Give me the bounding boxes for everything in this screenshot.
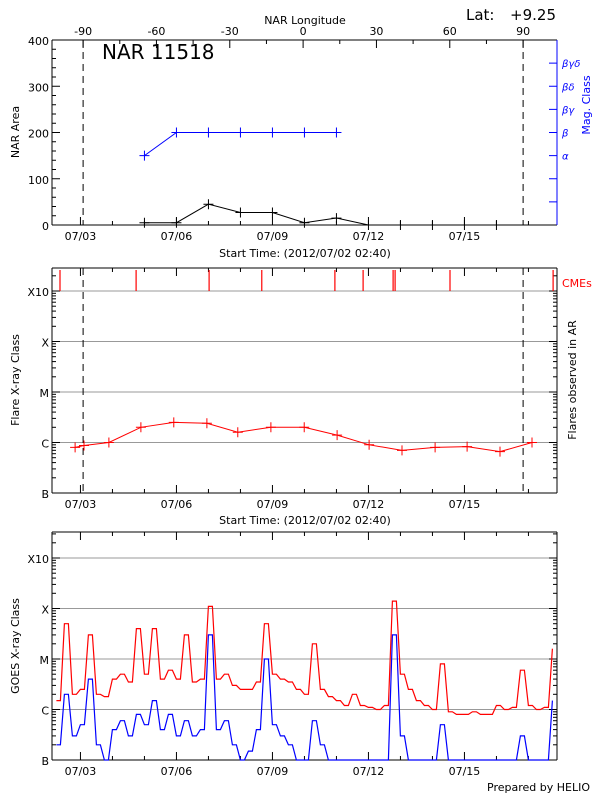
y-axis-title: NAR Area: [9, 106, 22, 158]
x-tick-label: 07/15: [449, 498, 481, 511]
flare-point: [168, 417, 179, 428]
x-tick-label: 07/12: [353, 765, 385, 778]
flare-class-line: [75, 421, 533, 453]
x-tick-label: 07/09: [257, 230, 289, 243]
y-tick-label: 400: [28, 35, 49, 48]
latitude-label: Lat:: [466, 6, 494, 24]
nar-area-point: [235, 207, 246, 218]
flare-point: [201, 418, 212, 429]
longitude-tick-label: -90: [74, 25, 92, 38]
longitude-tick-label: 30: [369, 25, 383, 38]
flare-point: [70, 442, 81, 453]
y-tick-label: B: [41, 488, 49, 501]
flare-point: [495, 446, 505, 457]
x-tick-label: 07/06: [161, 765, 193, 778]
y-tick-label: 200: [28, 128, 49, 141]
flare-point: [527, 437, 537, 448]
y-tick-label: C: [41, 705, 49, 718]
mag-class-point: [267, 127, 278, 138]
x-tick-label: 07/03: [65, 498, 97, 511]
flare-point: [135, 422, 146, 433]
nar-area-point: [299, 217, 310, 228]
mag-class-point: [299, 127, 310, 138]
y-tick-label: M: [40, 654, 50, 667]
y-axis-title: GOES X-ray Class: [9, 598, 22, 694]
y-axis-title: Flare X-ray Class: [9, 334, 22, 426]
y-tick-label: 100: [28, 174, 49, 187]
longitude-tick-label: 0: [300, 25, 307, 38]
cme-label: CMEs: [562, 277, 592, 290]
nar-area-point: [267, 207, 278, 218]
x-tick-label: 07/09: [257, 765, 289, 778]
nar-area-point: [171, 217, 182, 228]
x-axis-title: Start Time: (2012/07/02 02:40): [219, 247, 391, 260]
x-tick-label: 07/06: [161, 230, 193, 243]
longitude-tick-label: -30: [221, 25, 239, 38]
top-axis-title: NAR Longitude: [264, 14, 346, 27]
mag-class-label: βδ: [561, 82, 575, 93]
y-tick-label: X10: [27, 286, 49, 299]
x-tick-label: 07/03: [65, 765, 97, 778]
mag-class-point: [171, 127, 182, 138]
flare-point: [430, 442, 441, 453]
flare-point: [232, 427, 243, 438]
x-tick-label: 07/15: [449, 765, 481, 778]
y-tick-label: B: [41, 755, 49, 768]
nar-area-line: [144, 203, 497, 226]
region-title: NAR 11518: [102, 40, 215, 64]
y-tick-label: X: [41, 604, 49, 617]
flare-point: [79, 440, 89, 451]
nar-area-point: [363, 220, 374, 230]
nar-area-point: [491, 220, 502, 230]
mag-class-label: α: [562, 152, 569, 163]
x-tick-label: 07/12: [353, 498, 385, 511]
y2-axis-title: Flares observed in AR: [566, 320, 579, 440]
goes-long-channel-line: [56, 600, 553, 715]
nar-area-point: [459, 220, 470, 230]
x-tick-label: 07/15: [449, 230, 481, 243]
flare-point: [265, 422, 276, 433]
x-axis-title: Start Time: (2012/07/02 02:40): [219, 514, 391, 527]
nar-area-point: [139, 217, 150, 228]
y-tick-label: M: [40, 387, 50, 400]
nar-area-point: [395, 220, 406, 230]
y-tick-label: C: [41, 438, 49, 451]
x-tick-label: 07/12: [353, 230, 385, 243]
prepared-by-credit: Prepared by HELIO: [487, 781, 590, 794]
x-tick-label: 07/06: [161, 498, 193, 511]
longitude-tick-label: 60: [443, 25, 457, 38]
longitude-tick-label: 90: [516, 25, 530, 38]
longitude-tick-label: -60: [147, 25, 165, 38]
y-tick-label: X: [41, 337, 49, 350]
flare-point: [103, 437, 114, 448]
y-tick-label: 300: [28, 81, 49, 94]
y-tick-label: X10: [27, 553, 49, 566]
nar-area-point: [427, 220, 438, 230]
flare-point: [299, 422, 310, 433]
nar-area-point: [203, 199, 214, 210]
flare-point: [332, 430, 343, 441]
mag-class-point: [235, 127, 246, 138]
x-tick-label: 07/03: [65, 230, 97, 243]
flare-point: [397, 445, 407, 456]
y-tick-label: 0: [42, 220, 49, 233]
mag-class-point: [203, 127, 214, 138]
mag-class-label: βγ: [561, 105, 575, 116]
latitude-value: +9.25: [510, 6, 556, 24]
flare-point: [462, 441, 473, 452]
mag-class-label: β: [561, 129, 569, 140]
y2-axis-title: Mag. Class: [580, 75, 593, 134]
mag-class-label: βγδ: [561, 59, 580, 70]
nar-area-point: [331, 213, 342, 224]
goes-short-channel-line: [56, 634, 553, 761]
mag-class-point: [139, 150, 150, 161]
mag-class-point: [331, 127, 342, 138]
x-tick-label: 07/09: [257, 498, 289, 511]
flare-point: [364, 439, 375, 450]
